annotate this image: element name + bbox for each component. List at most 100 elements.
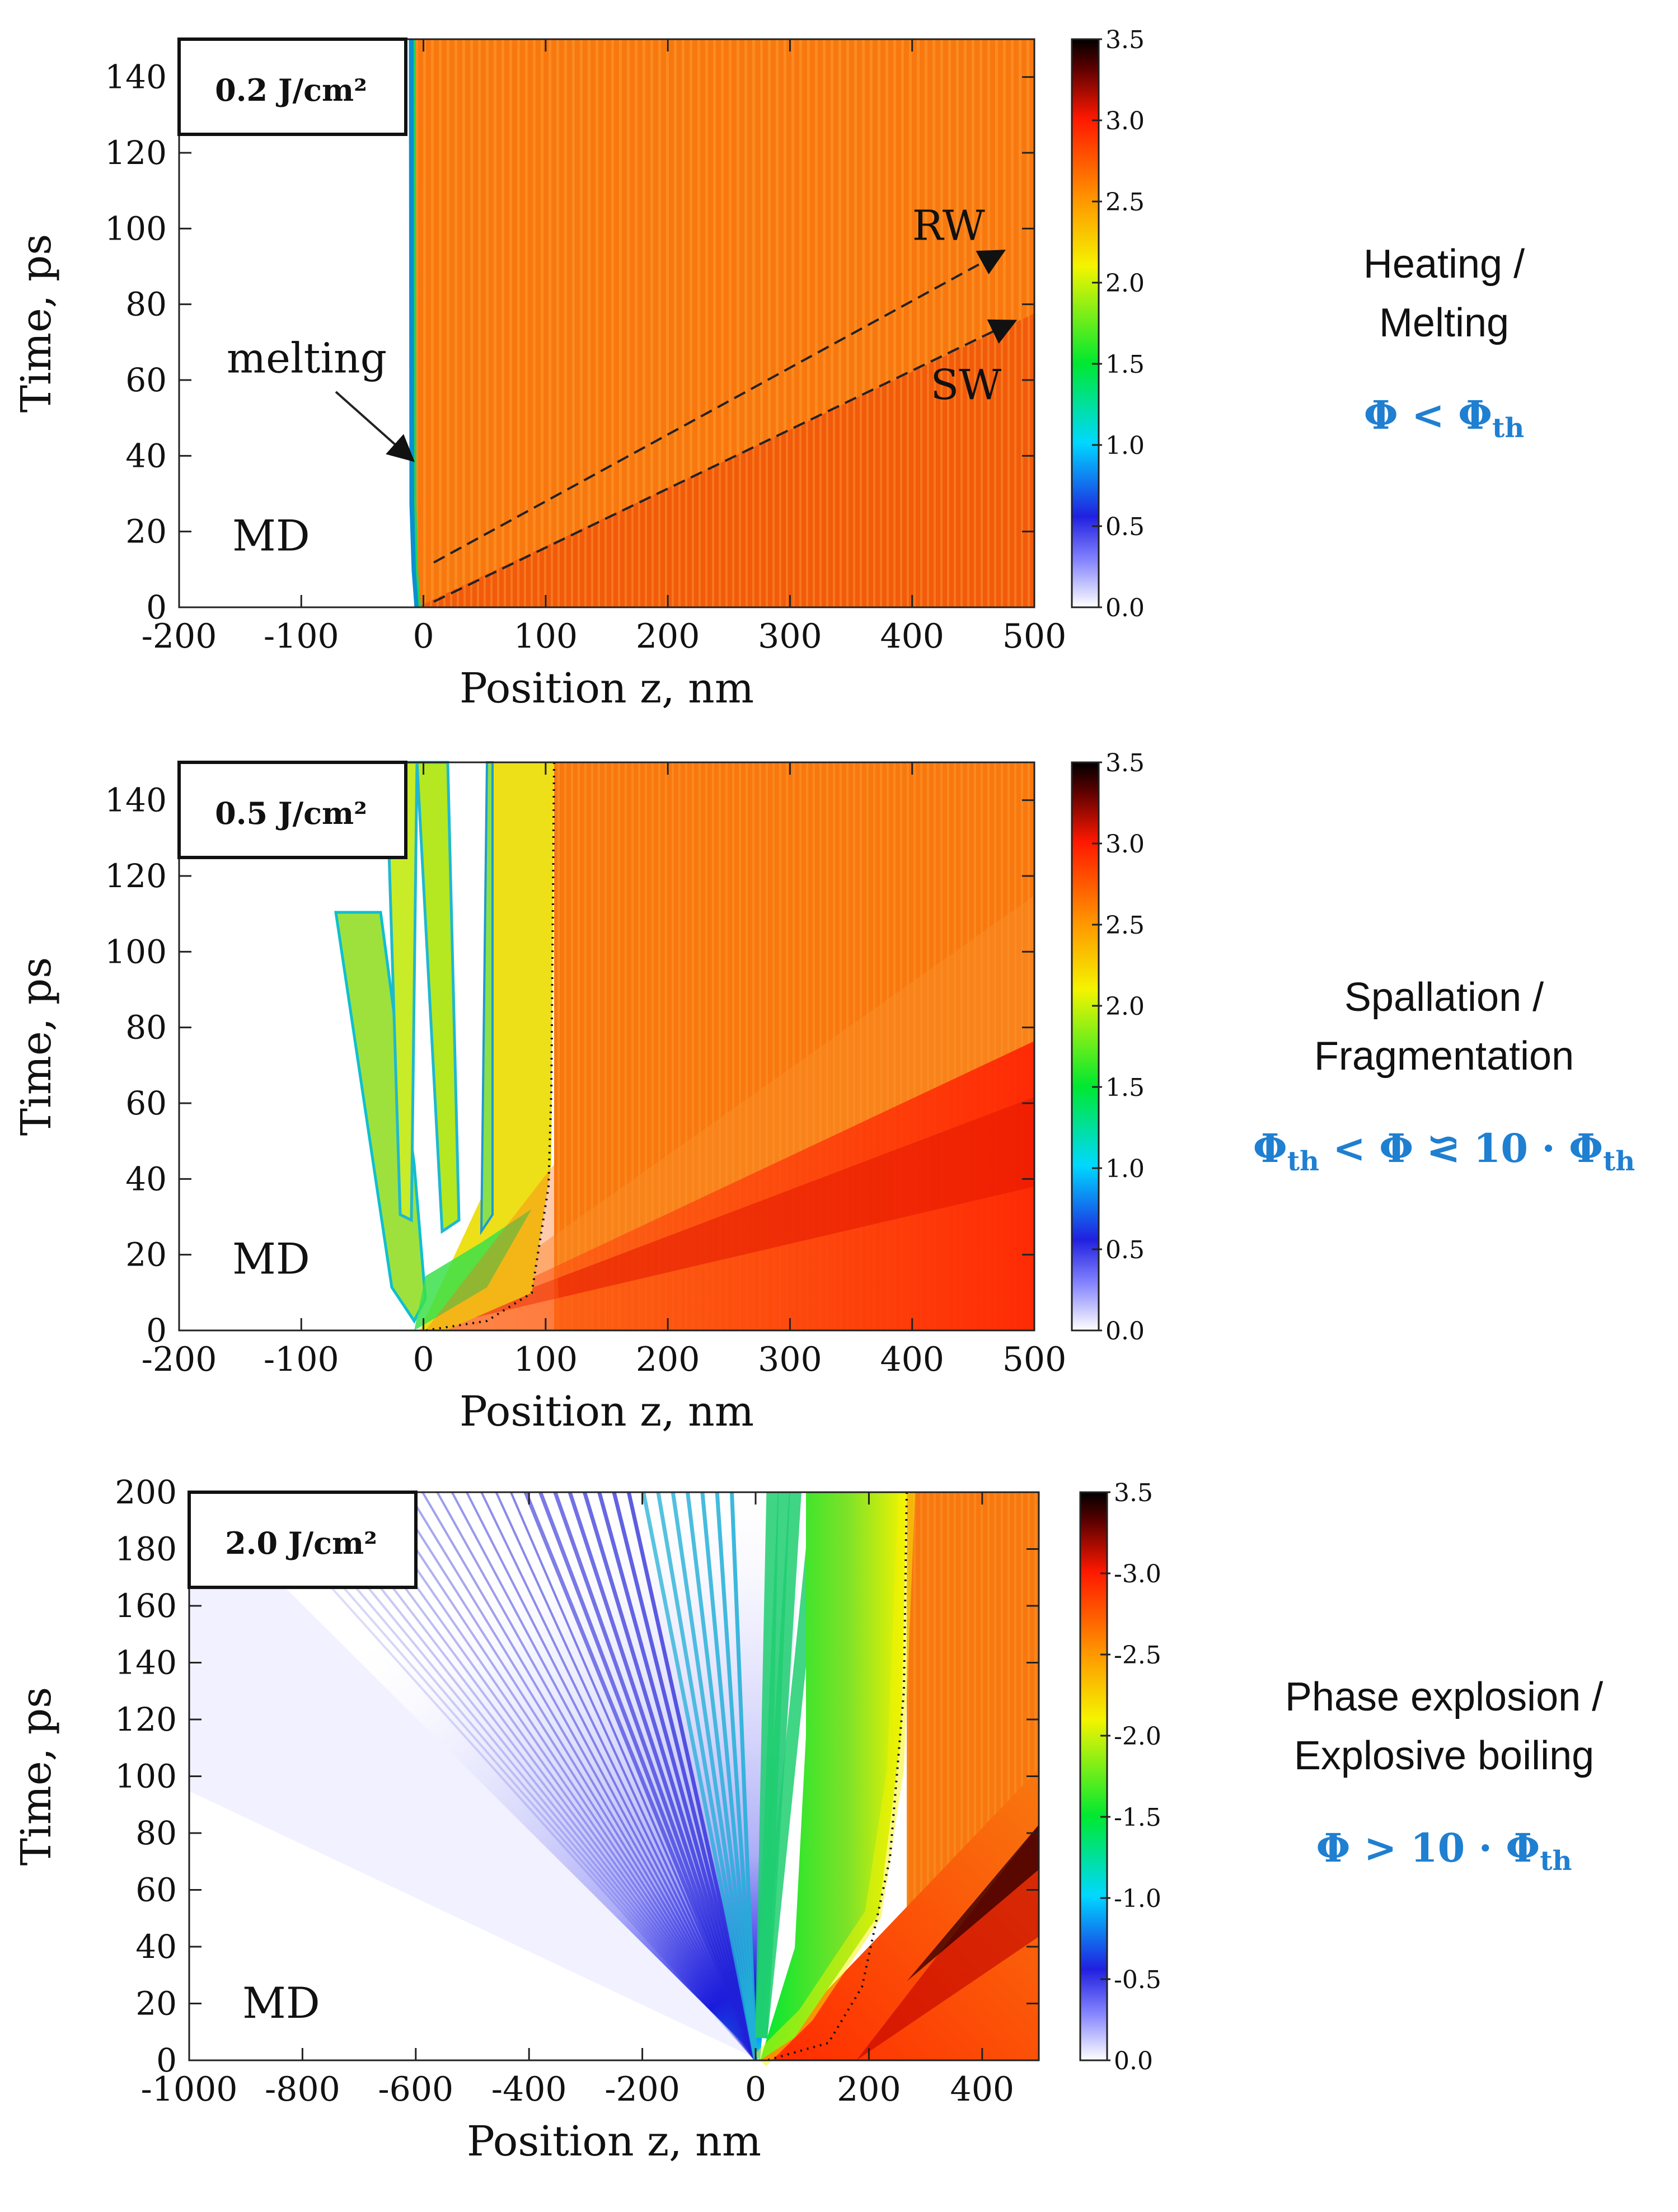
melt-boundary — [425, 762, 555, 1332]
x-tick-label: 400 — [880, 1340, 944, 1379]
y-tick-label: 120 — [105, 134, 167, 172]
colorbar-tick-label: -3.0 — [1114, 1560, 1161, 1588]
panel-spallation: -200 -100 0 100 200 300 400 500 0 20 40 60 80 100 120 1… — [0, 728, 1678, 1455]
colorbar-tick-label: 2.0 — [1105, 992, 1145, 1021]
colorbar-tick-label: 3.5 — [1105, 749, 1145, 777]
fluence-box — [177, 761, 407, 859]
y-tick-label: 60 — [125, 361, 167, 399]
colorbar-tick-label: 1.5 — [1105, 350, 1145, 379]
colorbar-tick-label: -1.0 — [1114, 1885, 1161, 1913]
regime-phase-explosion: Phase explosion / Explosive boiling Φ > … — [1220, 1668, 1668, 1877]
ejecta-ray — [495, 1492, 757, 2061]
ejecta-ray — [436, 1492, 757, 2061]
y-tick-label: 140 — [105, 58, 167, 96]
x-tick-label: -1000 — [141, 2070, 238, 2109]
ejecta-ray — [671, 1492, 758, 2061]
colorbar — [1079, 1491, 1108, 2061]
melting-front — [409, 39, 420, 608]
ejecta-ray — [715, 1492, 758, 2061]
y-axis-label: Time, ps — [12, 234, 60, 413]
y-tick-label: 120 — [115, 1700, 177, 1738]
heatmap-plot-0-2: -200 -100 0 100 200 300 400 500 0 20 40 60 80 100 120 1… — [12, 26, 1145, 713]
ejecta-ray — [406, 1491, 757, 2061]
regime-line-1: Spallation / — [1344, 975, 1544, 1020]
ejecta-ray — [421, 1491, 757, 2061]
ejecta-ray — [466, 1492, 757, 2061]
colorbar-tick-label: 1.5 — [1105, 1074, 1145, 1102]
x-tick-label: 0 — [745, 2070, 766, 2109]
x-tick-label: -400 — [491, 2070, 567, 2109]
x-tick-label: -200 — [142, 617, 217, 656]
y-tick-label: 20 — [125, 1236, 167, 1274]
ejecta-ray — [538, 1491, 758, 2061]
colorbar-tick-label: -2.5 — [1114, 1641, 1161, 1670]
colorbar-tick-label: 3.0 — [1105, 830, 1145, 859]
x-tick-label: 200 — [837, 2070, 901, 2109]
ejecta-ray — [656, 1492, 758, 2061]
ejecta-ray — [363, 1491, 757, 2061]
ejecta-ray — [377, 1491, 757, 2061]
y-tick-label: 140 — [105, 781, 167, 819]
y-tick-label: 80 — [125, 1009, 167, 1047]
plot-frame — [178, 761, 1035, 1332]
x-tick-label: 200 — [636, 1340, 700, 1379]
y-tick-label: 40 — [125, 1160, 167, 1198]
y-tick-label: 100 — [105, 209, 167, 247]
y-axis-label: Time, ps — [12, 1687, 60, 1866]
y-tick-label: 0 — [146, 588, 167, 626]
regime-heating-melting: Heating / Melting Φ < Φth — [1220, 235, 1668, 444]
x-tick-label: -600 — [378, 2070, 453, 2109]
colorbar-tick-label: -0.5 — [1114, 1966, 1161, 1994]
x-tick-label: 0 — [413, 617, 434, 656]
regime-condition: Φth < Φ ⪝ 10 · Φth — [1253, 1125, 1635, 1177]
fluence-label: 2.0 J/cm² — [225, 1525, 377, 1561]
ejecta-ray — [523, 1491, 758, 2061]
x-tick-label: -200 — [142, 1340, 217, 1379]
x-tick-label: -100 — [264, 1340, 339, 1379]
sw-arrow — [433, 319, 1018, 603]
colorbar-tick-label: 2.5 — [1105, 188, 1145, 217]
sw-label: SW — [930, 361, 1001, 409]
ejecta-ray — [392, 1491, 757, 2061]
x-tick-label: 100 — [514, 617, 578, 656]
rw-label: RW — [912, 202, 985, 250]
x-tick-label: -100 — [264, 617, 339, 656]
panel-phase-explosion: -1000 -800 -600 -400 -200 0 200 400 0 20 40 60 80 100… — [0, 1455, 1678, 2212]
ejecta-ray — [641, 1492, 758, 2061]
colorbar-tick-label: 0.5 — [1105, 513, 1145, 541]
colorbar-tick-label: 2.5 — [1105, 911, 1145, 940]
x-tick-label: 100 — [514, 1340, 578, 1379]
x-tick-label: 500 — [1002, 1340, 1067, 1379]
y-tick-label: 100 — [105, 932, 167, 971]
colorbar-tick-label: 1.0 — [1105, 432, 1145, 460]
fluence-box — [177, 38, 407, 136]
regime-line-1: Heating / — [1363, 242, 1525, 287]
colorbar-tick-label: 3.0 — [1105, 107, 1145, 135]
colorbar-tick-label: 0.0 — [1105, 594, 1145, 622]
colorbar-tick-label: -1.5 — [1114, 1803, 1161, 1832]
y-tick-label: 200 — [115, 1473, 177, 1511]
rw-arrow — [433, 250, 1006, 564]
melting-label: melting — [227, 334, 387, 382]
ejecta-ray — [480, 1492, 757, 2061]
y-tick-label: 80 — [135, 1814, 177, 1852]
colorbar-tick-label: 0.5 — [1105, 1236, 1145, 1264]
y-axis-label: Time, ps — [12, 957, 60, 1136]
ejecta-ray — [612, 1492, 758, 2061]
x-tick-label: -800 — [265, 2070, 340, 2109]
fluence-box — [188, 1491, 418, 1589]
y-tick-label: 0 — [146, 1311, 167, 1349]
colorbar-tick-label: 0.0 — [1114, 2047, 1153, 2075]
melting-arrow — [335, 391, 415, 462]
y-tick-label: 100 — [115, 1758, 177, 1796]
colorbar — [1071, 761, 1100, 1332]
x-tick-label: -200 — [604, 2070, 680, 2109]
x-tick-label: 500 — [1002, 617, 1067, 656]
y-tick-label: 60 — [135, 1871, 177, 1909]
regime-line-2: Melting — [1379, 301, 1510, 345]
ejecta-ray — [583, 1491, 758, 2061]
x-tick-label: 300 — [758, 617, 822, 656]
colorbar-tick-label: 1.0 — [1105, 1155, 1145, 1183]
y-tick-label: 40 — [125, 437, 167, 475]
y-tick-label: 160 — [115, 1587, 177, 1625]
